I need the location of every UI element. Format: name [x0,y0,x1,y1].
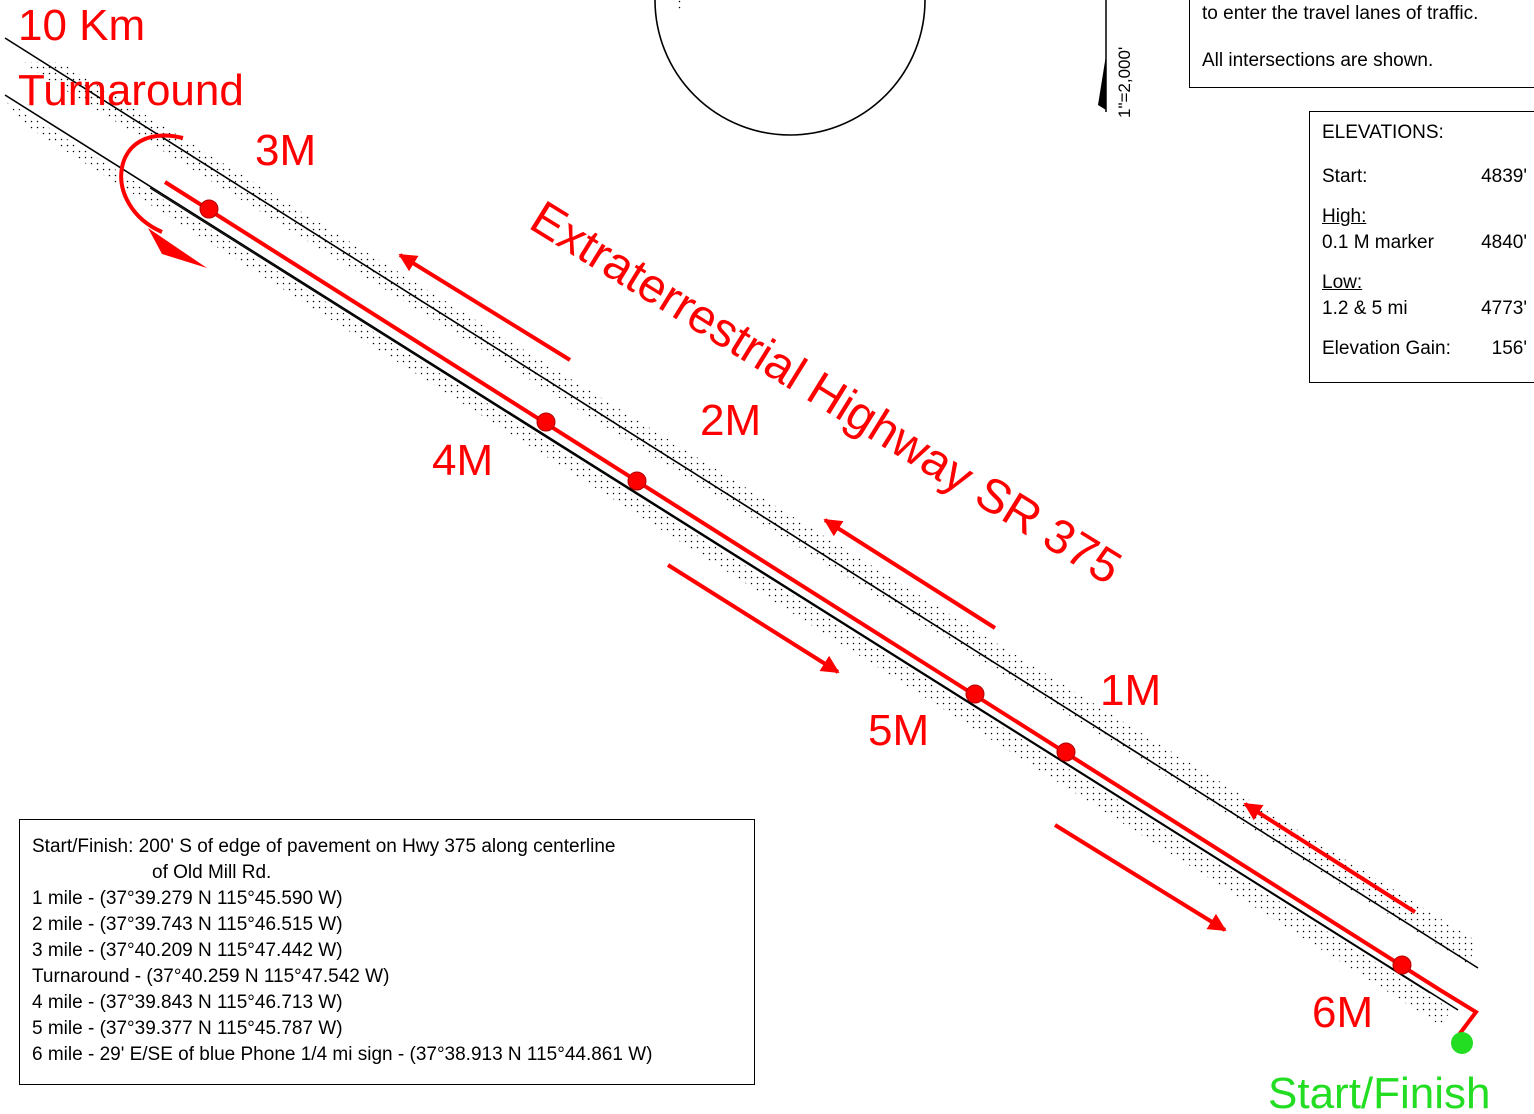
direction-arrow-north [398,253,572,362]
road-edge-south [4,94,1459,1011]
elevation-gain-row: Elevation Gain: 156' [1322,338,1527,360]
road-edge-south-inner [149,187,1431,994]
compass-circle [654,0,926,136]
elevation-low-row: Low: [1322,272,1527,294]
turnaround-title-line2: Turnaround [18,66,244,115]
legend-mile-6: 6 mile - 29' E/SE of blue Phone 1/4 mi s… [32,1044,653,1065]
elevation-high-detail-row: 0.1 M marker 4840' [1322,232,1527,254]
legend-mile-5: 5 mile - (37°39.377 N 115°45.787 W) [32,1018,343,1039]
elevations-title: ELEVATIONS: [1322,122,1444,143]
turnaround-arrow-icon [119,133,184,234]
mile-marker-dot [1056,742,1076,762]
notes-box: to enter the travel lanes of traffic. Al… [1189,0,1534,88]
elevation-high-row: High: [1322,206,1527,228]
direction-arrow-south [666,563,840,674]
direction-arrow-north [823,518,997,630]
compass-needle [676,0,684,10]
elevation-start-value: 4839' [1481,166,1527,187]
mile-marker-label-4: 4M [432,436,493,485]
mile-marker-label-2: 2M [700,396,761,445]
legend-start-line2: of Old Mill Rd. [152,862,272,883]
route-line [163,180,1479,1038]
mile-marker-label-3: 3M [255,126,316,175]
legend-mile-3: 3 mile - (37°40.209 N 115°47.442 W) [32,940,343,961]
highway-name: Extraterrestrial Highway SR 375 [521,191,1130,595]
start-finish-marker [1451,1032,1473,1054]
elevation-high-point: 0.1 M marker [1322,232,1434,253]
mile-marker-dot [536,412,556,432]
elevation-high-label: High: [1322,206,1367,227]
elevation-low-detail-row: 1.2 & 5 mi 4773' [1322,298,1527,320]
notes-line-intersections: All intersections are shown. [1202,50,1434,71]
mile-marker-dot [199,199,219,219]
elevation-low-point: 1.2 & 5 mi [1322,298,1408,319]
road-shoulder-south [5,100,1452,1025]
coordinates-legend-box: Start/Finish: 200' S of edge of pavement… [19,819,755,1085]
elevation-gain-label: Elevation Gain: [1322,338,1451,359]
legend-mile-1: 1 mile - (37°39.279 N 115°45.590 W) [32,888,343,909]
direction-arrow-north [1243,802,1417,914]
legend-mile-2: 2 mile - (37°39.743 N 115°46.515 W) [32,914,343,935]
elevations-box: ELEVATIONS: Start: 4839' High: 0.1 M mar… [1309,111,1534,383]
mile-marker-label-1: 1M [1100,666,1161,715]
mile-marker-dot [1392,955,1412,975]
mile-marker-label-5: 5M [868,706,929,755]
legend-mile-4: 4 mile - (37°39.843 N 115°46.713 W) [32,992,343,1013]
mile-marker-dot [627,471,647,491]
road-edge-north [4,37,1479,969]
elevation-start-row: Start: 4839' [1322,166,1527,188]
direction-arrow-south [1053,823,1227,932]
turnaround-title-line1: 10 Km [18,1,145,50]
mile-marker-label-6: 6M [1312,988,1373,1037]
scale-label: 1"=2,000' [1115,47,1134,118]
elevation-gain-value: 156' [1491,338,1527,359]
mile-marker-dot [965,684,985,704]
road-shoulder-north [20,62,1475,965]
north-arrow-icon [1098,0,1106,110]
elevation-low-value: 4773' [1481,298,1527,319]
legend-turnaround: Turnaround - (37°40.259 N 115°47.542 W) [32,966,390,987]
start-finish-label: Start/Finish [1268,1069,1491,1114]
elevation-start-label: Start: [1322,166,1368,187]
legend-start-line1: Start/Finish: 200' S of edge of pavement… [32,836,616,857]
notes-line-traffic: to enter the travel lanes of traffic. [1202,3,1479,24]
elevation-high-value: 4840' [1481,232,1527,253]
elevation-low-label: Low: [1322,272,1363,293]
